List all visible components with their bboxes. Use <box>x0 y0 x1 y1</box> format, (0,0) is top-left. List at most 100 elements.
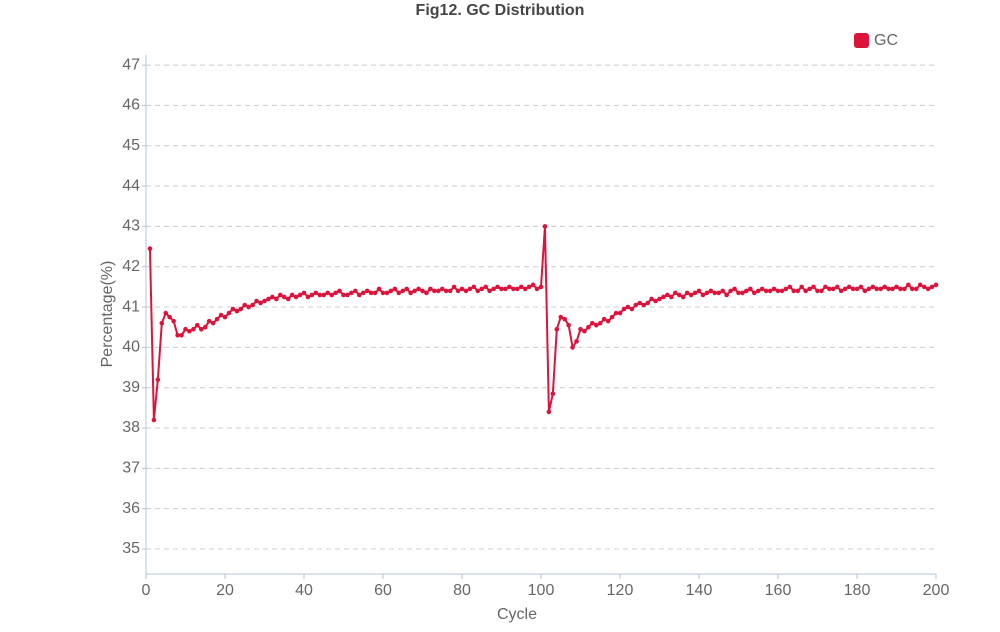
data-point <box>281 294 287 300</box>
data-point <box>349 290 354 296</box>
data-point <box>530 282 536 288</box>
data-point <box>159 320 165 326</box>
series-line <box>148 226 937 421</box>
data-point <box>388 288 394 294</box>
data-point <box>775 288 781 294</box>
data-point <box>819 288 824 294</box>
data-point <box>641 302 646 308</box>
data-point <box>779 288 785 294</box>
data-point <box>443 288 449 294</box>
data-point <box>692 290 698 296</box>
x-tick-label: 40 <box>295 582 313 599</box>
data-point <box>929 284 935 290</box>
data-point <box>210 320 216 326</box>
data-point <box>396 290 402 296</box>
data-point <box>597 320 603 326</box>
data-point <box>270 294 275 300</box>
chart-title: Fig12. GC Distribution <box>416 2 585 19</box>
data-point <box>866 286 872 292</box>
data-point <box>807 286 812 292</box>
data-point <box>278 292 283 298</box>
data-point <box>688 292 694 298</box>
data-point <box>921 284 927 290</box>
data-point <box>226 310 232 316</box>
data-point <box>645 300 650 306</box>
data-point <box>345 292 350 298</box>
data-point <box>546 409 552 415</box>
data-point <box>416 286 421 292</box>
data-point <box>368 290 374 296</box>
data-point <box>609 314 615 320</box>
data-point <box>882 284 887 290</box>
data-point <box>380 290 386 296</box>
data-point <box>471 284 477 290</box>
data-point <box>309 292 315 298</box>
data-point <box>222 314 228 320</box>
data-point <box>353 288 358 294</box>
data-point <box>250 302 255 308</box>
data-point <box>183 326 188 332</box>
data-point <box>372 290 378 296</box>
data-point <box>696 288 702 294</box>
data-point <box>313 290 319 296</box>
data-point <box>459 286 465 292</box>
data-point <box>357 292 362 298</box>
y-tick-label: 42 <box>122 258 140 275</box>
data-point <box>661 294 666 300</box>
data-point <box>408 290 413 296</box>
data-point <box>854 286 860 292</box>
data-point <box>329 292 334 298</box>
x-tick-label: 200 <box>923 582 950 599</box>
data-point <box>676 292 682 298</box>
y-tick-label: 39 <box>122 379 140 396</box>
legend-label: GC <box>874 32 898 49</box>
data-point <box>238 306 244 312</box>
data-point <box>199 326 204 332</box>
data-point <box>846 284 852 290</box>
data-point <box>432 288 437 294</box>
data-point <box>649 296 654 302</box>
legend-swatch <box>854 33 869 48</box>
data-point <box>171 318 176 324</box>
data-point <box>811 284 816 290</box>
data-point <box>274 296 279 302</box>
data-point <box>230 306 236 312</box>
data-point <box>341 292 346 298</box>
data-point <box>364 288 370 294</box>
data-point <box>234 308 240 314</box>
data-point <box>625 304 631 310</box>
data-point <box>732 286 737 292</box>
y-tick-label: 45 <box>122 137 140 154</box>
data-point <box>767 288 773 294</box>
data-point <box>601 316 607 322</box>
x-tick-label: 180 <box>844 582 871 599</box>
data-point <box>495 284 500 290</box>
data-point <box>436 288 441 294</box>
x-tick-label: 120 <box>607 582 634 599</box>
data-point <box>665 292 670 298</box>
data-point <box>744 288 749 294</box>
data-point <box>289 292 295 298</box>
data-point <box>913 286 919 292</box>
data-point <box>578 326 583 332</box>
data-point <box>862 288 868 294</box>
data-point <box>925 286 931 292</box>
data-point <box>175 332 180 338</box>
data-point <box>499 286 504 292</box>
data-point <box>202 324 208 330</box>
data-point <box>613 310 619 316</box>
data-point <box>910 286 915 292</box>
data-point <box>823 284 828 290</box>
data-point <box>890 286 895 292</box>
data-point <box>404 286 410 292</box>
data-point <box>305 294 311 300</box>
x-tick-label: 20 <box>216 582 234 599</box>
data-point <box>554 326 560 332</box>
data-point <box>360 290 366 296</box>
data-point <box>605 318 611 324</box>
data-point <box>933 282 939 288</box>
data-point <box>266 296 271 302</box>
data-point <box>483 284 489 290</box>
data-point <box>815 288 820 294</box>
